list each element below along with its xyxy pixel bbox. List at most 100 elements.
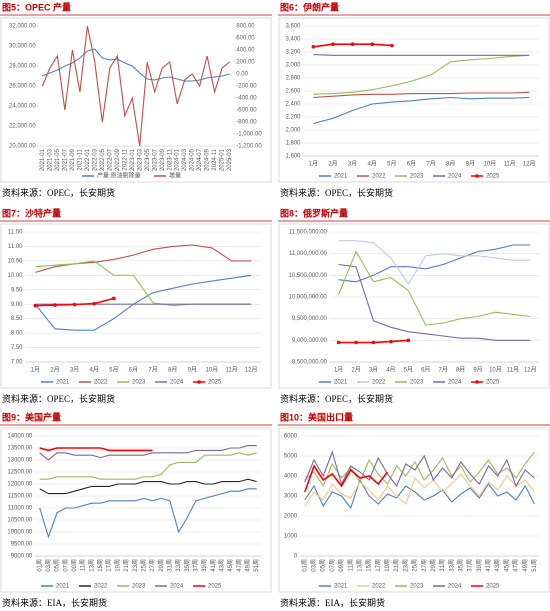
x-tick-label: 2021-09 bbox=[70, 148, 76, 171]
series-line bbox=[39, 478, 257, 495]
legend-label: 2024 bbox=[170, 584, 184, 590]
x-tick-label: 43周 bbox=[494, 559, 501, 572]
x-tick-label: 33周 bbox=[448, 559, 455, 572]
series-marker bbox=[92, 301, 96, 306]
x-tick-label: 13周 bbox=[356, 559, 363, 572]
x-tick-label: 51周 bbox=[253, 559, 260, 572]
x-tick-label: 2025-03 bbox=[227, 148, 233, 171]
legend-label: 2024 bbox=[170, 380, 184, 386]
source-note: 资料来源：EIA，长安期货 bbox=[2, 597, 107, 608]
series-marker bbox=[72, 302, 77, 307]
x-tick-label: 27周 bbox=[421, 559, 428, 572]
y-tick-label: 3,200 bbox=[285, 50, 301, 56]
legend-label: 2021 bbox=[56, 380, 70, 386]
y2-tick-label: 600.00 bbox=[236, 36, 255, 42]
x-tick-label: 43周 bbox=[219, 559, 226, 572]
x-tick-label: 33周 bbox=[175, 559, 182, 572]
y-tick-label: 8,500,000.00 bbox=[292, 360, 328, 366]
series-marker bbox=[370, 42, 374, 46]
x-tick-label: 45周 bbox=[227, 559, 234, 572]
x-tick-label: 4月 bbox=[386, 367, 395, 374]
y-tick-label: 22,000.00 bbox=[9, 124, 36, 130]
x-tick-label: 17周 bbox=[375, 559, 382, 572]
series-marker bbox=[390, 43, 394, 48]
chart-title: 图9：美国产量 bbox=[2, 411, 61, 422]
series-line bbox=[39, 445, 257, 461]
y-tick-label: 11000.00 bbox=[8, 506, 33, 512]
y-tick-label: 24,000.00 bbox=[9, 104, 36, 110]
y-tick-label: 8.50 bbox=[11, 316, 23, 322]
series-line bbox=[304, 464, 389, 493]
x-tick-label: 41周 bbox=[485, 559, 492, 572]
series-marker bbox=[406, 338, 411, 343]
y-tick-label: 6000 bbox=[284, 434, 298, 440]
series-marker bbox=[371, 340, 376, 345]
x-tick-label: 35周 bbox=[184, 559, 191, 572]
legend-label: 2025 bbox=[486, 174, 500, 180]
x-tick-label: 39周 bbox=[201, 559, 208, 572]
series-marker bbox=[331, 42, 335, 46]
y-tick-label: 11.50 bbox=[8, 230, 23, 236]
series-line bbox=[34, 274, 252, 331]
series-line bbox=[304, 450, 535, 488]
x-tick-label: 8月 bbox=[168, 367, 177, 374]
y-tick-label: 3000 bbox=[284, 494, 298, 500]
x-tick-label: 37周 bbox=[193, 559, 200, 572]
x-tick-label: 2月 bbox=[328, 161, 337, 168]
legend-label: 2025 bbox=[486, 380, 500, 386]
x-tick-label: 11月 bbox=[507, 367, 519, 374]
series-marker bbox=[33, 303, 38, 308]
series-line bbox=[313, 54, 530, 56]
x-tick-label: 05周 bbox=[54, 559, 61, 572]
y-tick-label: 20,000.00 bbox=[9, 144, 36, 150]
series-line bbox=[304, 451, 535, 488]
y-tick-label: 10500.00 bbox=[7, 518, 33, 524]
x-tick-label: 31周 bbox=[166, 559, 173, 572]
y-tick-label: 2,000 bbox=[285, 128, 301, 134]
x-tick-label: 5月 bbox=[109, 367, 118, 374]
x-tick-label: 12月 bbox=[245, 367, 258, 374]
chart-title: 图5：OPEC 产量 bbox=[2, 1, 71, 12]
y2-tick-label: -800.00 bbox=[236, 120, 257, 126]
x-tick-label: 2021-01 bbox=[40, 148, 46, 171]
series-line bbox=[338, 263, 531, 341]
x-tick-label: 3月 bbox=[369, 367, 378, 374]
series-line bbox=[39, 452, 257, 480]
x-tick-label: 6月 bbox=[421, 367, 430, 374]
x-tick-label: 2023-03 bbox=[137, 148, 143, 171]
y-tick-label: 11,000,000.00 bbox=[289, 251, 328, 257]
x-tick-label: 03周 bbox=[311, 559, 318, 572]
series-line bbox=[304, 478, 535, 510]
y-tick-label: 10000.00 bbox=[7, 530, 33, 536]
y-tick-label: 11500.00 bbox=[8, 494, 33, 500]
source-note: 资料来源：OPEC，长安期货 bbox=[2, 393, 115, 404]
x-tick-label: 7月 bbox=[438, 367, 447, 374]
chart-frame bbox=[0, 17, 272, 183]
y-tick-label: 10,000,000.00 bbox=[289, 295, 328, 301]
x-tick-label: 9月 bbox=[473, 367, 482, 374]
legend-label: 2022 bbox=[94, 380, 108, 386]
legend-label: 2023 bbox=[410, 380, 424, 386]
x-tick-label: 10月 bbox=[489, 367, 502, 374]
y-tick-label: 10.50 bbox=[7, 258, 23, 264]
y2-tick-label: -400.00 bbox=[236, 96, 257, 102]
x-tick-label: 49周 bbox=[245, 559, 252, 572]
x-tick-label: 35周 bbox=[458, 559, 465, 572]
series-marker bbox=[311, 45, 316, 49]
x-tick-label: 5月 bbox=[404, 367, 413, 374]
y-tick-label: 9,500,000.00 bbox=[292, 316, 328, 322]
y-tick-label: 10.00 bbox=[7, 273, 23, 279]
y-tick-label: 32,000.00 bbox=[9, 24, 36, 30]
chart-frame bbox=[278, 427, 550, 593]
x-tick-label: 3月 bbox=[70, 367, 79, 374]
x-tick-label: 7月 bbox=[148, 367, 157, 374]
x-tick-label: 1月 bbox=[334, 367, 343, 374]
source-note: 资料来源：OPEC，长安期货 bbox=[280, 187, 393, 198]
x-tick-label: 9月 bbox=[188, 367, 197, 374]
x-tick-label: 2022-11 bbox=[122, 148, 128, 170]
x-tick-label: 4月 bbox=[90, 367, 99, 374]
